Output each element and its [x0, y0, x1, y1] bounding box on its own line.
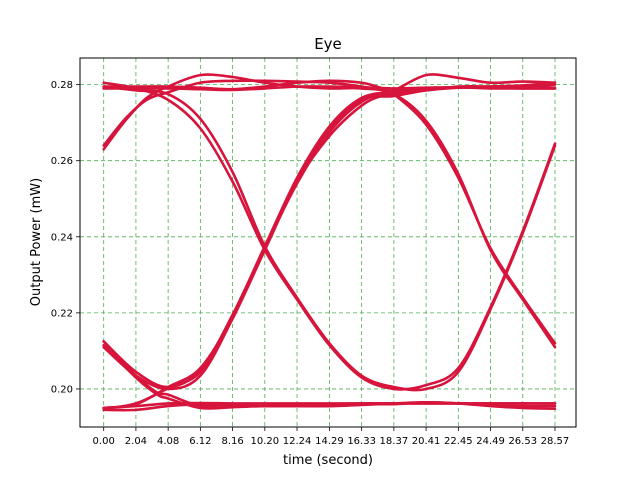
x-tick-label: 12.24: [283, 436, 312, 447]
x-tick-label: 6.12: [189, 436, 211, 447]
y-axis-label: Output Power (mW): [29, 178, 44, 306]
eye-trace-5: [102, 73, 557, 93]
x-tick-label: 18.37: [380, 436, 409, 447]
x-tick-label: 28.57: [541, 436, 570, 447]
eye-trace-11: [102, 401, 557, 410]
x-axis-label: time (second): [283, 453, 373, 468]
y-axis: 0.20 0.22 0.24 0.26 0.28: [51, 80, 80, 395]
y-tick-label: 0.20: [51, 384, 73, 395]
eye-trace-4: [102, 81, 557, 391]
x-tick-label: 22.45: [444, 436, 473, 447]
eye-trace-12: [102, 400, 557, 412]
y-tick-label: 0.28: [51, 80, 73, 91]
x-tick-label: 24.49: [476, 436, 505, 447]
x-axis: 0.00 2.04 4.08 6.12 8.16 10.20 12.24 14.29 16.33…: [93, 427, 570, 447]
x-tick-label: 4.08: [157, 436, 179, 447]
y-tick-label: 0.24: [51, 232, 73, 243]
x-tick-label: 10.20: [250, 436, 279, 447]
grid-layer: [80, 58, 576, 427]
x-tick-label: 0.00: [93, 436, 115, 447]
x-tick-label: 8.16: [221, 436, 243, 447]
y-tick-label: 0.26: [51, 156, 73, 167]
x-tick-label: 2.04: [125, 436, 147, 447]
x-tick-label: 26.53: [508, 436, 537, 447]
plot-frame: [79, 57, 577, 428]
x-tick-label: 20.41: [412, 436, 441, 447]
y-tick-label: 0.22: [51, 308, 73, 319]
series-layer: [102, 73, 557, 412]
chart-title: Eye: [314, 35, 342, 53]
x-tick-label: 16.33: [347, 436, 376, 447]
x-tick-label: 14.29: [315, 436, 344, 447]
eye-trace-14: [102, 85, 557, 411]
